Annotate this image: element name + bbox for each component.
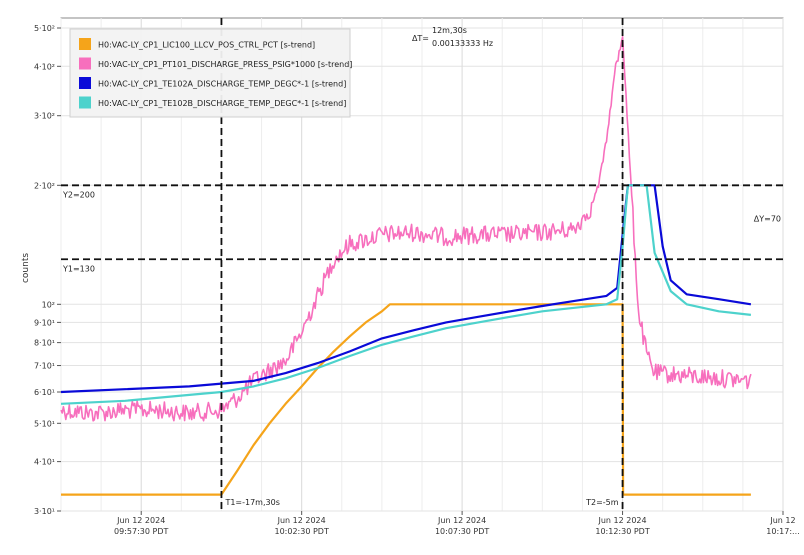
x-tick-label-date: Jun 12 2024 bbox=[277, 516, 326, 525]
cursor-delta-t-freq: 0.00133333 Hz bbox=[432, 39, 493, 48]
series-layer bbox=[60, 36, 752, 496]
legend-entry-label: H0:VAC-LY_CP1_LIC100_LLCV_POS_CTRL_PCT [… bbox=[98, 41, 315, 50]
legend-swatch bbox=[79, 77, 91, 89]
series-line bbox=[60, 184, 752, 394]
y-tick-label: 2·10² bbox=[34, 181, 55, 190]
cursor-delta-y-label: ΔY=70 bbox=[754, 214, 781, 223]
x-tick-label-date: Jun 12 2024 bbox=[437, 516, 486, 525]
y-tick-label: 7·10¹ bbox=[34, 362, 55, 371]
x-tick-label-time: 10:02:30 PDT bbox=[274, 527, 328, 536]
legend-box bbox=[69, 28, 351, 118]
x-tick-label-time: 10:12:30 PDT bbox=[595, 527, 649, 536]
y-tick-label: 3·10¹ bbox=[34, 507, 55, 516]
y-tick-label: 9·10¹ bbox=[34, 318, 55, 327]
y-tick-label: 6·10¹ bbox=[34, 388, 55, 397]
legend-entry-label: H0:VAC-LY_CP1_TE102B_DISCHARGE_TEMP_DEGC… bbox=[98, 99, 346, 108]
y-axis-label: counts bbox=[21, 253, 31, 283]
legend-entry-label: H0:VAC-LY_CP1_PT101_DISCHARGE_PRESS_PSIG… bbox=[98, 60, 352, 69]
series-line bbox=[60, 184, 752, 405]
x-tick-label-time: 10:17:... bbox=[766, 527, 799, 536]
y-tick-label: 5·10¹ bbox=[34, 419, 55, 428]
x-tick-label-time: 10:07:30 PDT bbox=[435, 527, 489, 536]
axis-layer: 3·10¹ 4·10¹ 5·10¹ 6·10¹ 7·10¹ 8·10¹ 9·10¹ 10² 2·… bbox=[34, 24, 800, 536]
y-tick-label: 4·10² bbox=[34, 62, 55, 71]
series-line bbox=[60, 36, 752, 422]
cursor-y1-label: Y1=130 bbox=[62, 264, 95, 273]
legend-swatch bbox=[79, 38, 91, 50]
x-tick-label-date: Jun 12 2024 bbox=[597, 516, 646, 525]
legend: H0:VAC-LY_CP1_LIC100_LLCV_POS_CTRL_PCT [… bbox=[69, 28, 352, 118]
cursor-y2-label: Y2=200 bbox=[62, 190, 95, 199]
cursor-delta-t-label: ΔT= bbox=[412, 34, 429, 43]
y-tick-label: 8·10¹ bbox=[34, 339, 55, 348]
y-tick-label: 4·10¹ bbox=[34, 458, 55, 467]
legend-entry-label: H0:VAC-LY_CP1_TE102A_DISCHARGE_TEMP_DEGC… bbox=[98, 80, 346, 89]
legend-swatch bbox=[79, 57, 91, 70]
y-tick-label: 10² bbox=[42, 300, 55, 309]
cursor-delta-t-value: 12m,30s bbox=[432, 26, 467, 35]
x-tick-label-date: Jun 12 2024 bbox=[116, 516, 165, 525]
x-tick-label-date: Jun 12 bbox=[769, 516, 795, 525]
cursor-t1-label: T1=-17m,30s bbox=[224, 498, 279, 507]
x-tick-label-time: 09:57:30 PDT bbox=[114, 527, 168, 536]
y-tick-label: 5·10² bbox=[34, 24, 55, 33]
y-tick-label: 3·10² bbox=[34, 112, 55, 121]
cursor-t2-label: T2=-5m bbox=[585, 498, 619, 507]
legend-swatch bbox=[79, 96, 91, 109]
